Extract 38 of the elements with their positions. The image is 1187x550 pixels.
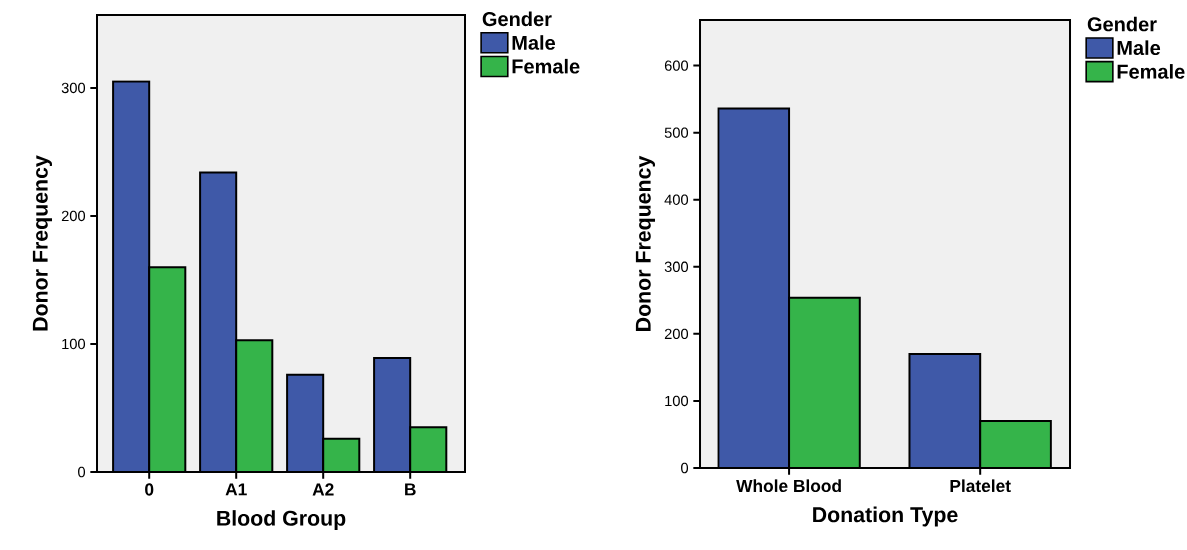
y-tick-label: 200 [61, 210, 86, 222]
bar [373, 357, 412, 472]
y-axis-title: Donor Frequency [32, 155, 53, 331]
y-tick-label: 600 [664, 60, 689, 71]
legend-label: Male [512, 35, 556, 50]
bar [409, 426, 448, 472]
legend-label: Female [512, 58, 580, 74]
legend-label: Female [1117, 64, 1185, 79]
legend-label: Male [1117, 40, 1161, 56]
y-tick-label: 0 [681, 462, 689, 474]
x-tick-label: 0 [145, 483, 154, 496]
x-tick-label: A1 [225, 483, 247, 496]
y-axis-title: Donor Frequency [635, 155, 656, 331]
legend-title: Gender [482, 11, 552, 27]
bar [236, 340, 273, 472]
x-tick-label: Platelet [950, 479, 1011, 493]
y-tick-label: 300 [61, 82, 86, 94]
y-tick-label: 300 [664, 261, 689, 272]
bar [979, 420, 1052, 468]
y-tick-label: 0 [78, 466, 86, 478]
y-tick-label: 200 [664, 328, 689, 340]
x-tick-label: A2 [312, 483, 334, 496]
bar [717, 107, 791, 468]
y-tick-label: 400 [664, 194, 689, 205]
bar [113, 81, 150, 472]
bar [908, 352, 982, 468]
legend-title: Gender [1087, 16, 1157, 32]
x-tick-label: B [405, 483, 416, 496]
y-tick-label: 500 [664, 127, 689, 138]
bar [788, 296, 861, 468]
bar [287, 374, 324, 472]
x-axis-title: Donation Type [813, 506, 958, 527]
y-tick-label: 100 [665, 395, 689, 407]
x-tick-label: Whole Blood [736, 479, 841, 493]
y-tick-label: 100 [62, 338, 86, 350]
x-axis-title: Blood Group [217, 510, 346, 531]
bar [200, 172, 237, 472]
bar [149, 267, 186, 472]
